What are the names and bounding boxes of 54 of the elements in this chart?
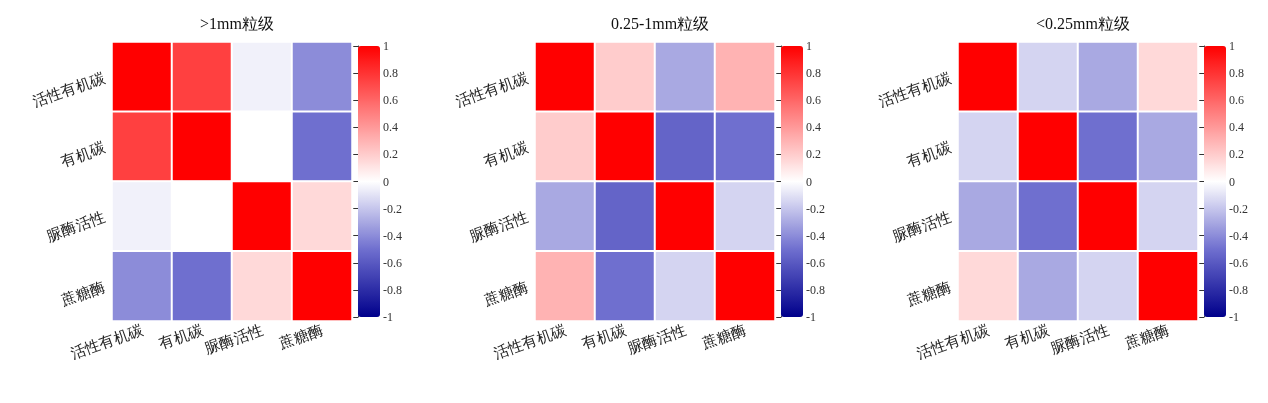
color-bar-label: -0.6 xyxy=(806,255,825,270)
y-tick-label: 蔗糖酶 xyxy=(481,278,530,310)
color-bar-label: 0.8 xyxy=(806,66,821,81)
color-bar-label: 0.4 xyxy=(383,120,398,135)
color-bar-label: -0.8 xyxy=(1229,282,1248,297)
y-tick-label: 有机碳 xyxy=(481,139,530,170)
chart-title: >1mm粒级 xyxy=(200,14,274,32)
color-bar-label: 1 xyxy=(1229,39,1235,53)
color-bar-label: -1 xyxy=(1229,310,1239,324)
color-bar-label: -0.2 xyxy=(1229,201,1248,216)
x-tick-label: 有机碳 xyxy=(156,321,205,352)
color-bar-label: 0.2 xyxy=(806,147,821,162)
color-bar-label: -1 xyxy=(383,310,393,324)
color-bar-label: 0.6 xyxy=(1229,93,1244,108)
color-bar-label: -0.6 xyxy=(383,255,402,270)
color-bar-label: 0.6 xyxy=(806,93,821,108)
color-bar-label: -0.2 xyxy=(383,201,402,216)
y-tick-label: 脲酶活性 xyxy=(890,208,953,245)
color-bar-label: 0 xyxy=(383,174,389,189)
y-tick-label: 有机碳 xyxy=(58,139,107,170)
y-tick-label: 脲酶活性 xyxy=(467,208,530,245)
color-bar-label: -0.8 xyxy=(383,282,402,297)
color-bar-label: 0.4 xyxy=(1229,120,1244,135)
y-tick-label: 有机碳 xyxy=(904,139,953,170)
color-bar-label: -0.8 xyxy=(806,282,825,297)
y-tick-label: 活性有机碳 xyxy=(876,69,953,111)
color-bar-label: 0.2 xyxy=(383,147,398,162)
color-bar-label: 0.6 xyxy=(383,93,398,108)
color-bar-label: -0.4 xyxy=(383,228,402,243)
color-bar-label: 0.8 xyxy=(383,66,398,81)
x-tick-label: 有机碳 xyxy=(1002,321,1051,352)
color-bar-label: 0.2 xyxy=(1229,147,1244,162)
y-tick-label: 活性有机碳 xyxy=(30,69,107,111)
color-bar-label: 0 xyxy=(806,174,812,189)
color-bar-label: 1 xyxy=(806,39,812,53)
color-bar-label: 1 xyxy=(383,39,389,53)
color-bar-label: -0.2 xyxy=(806,201,825,216)
chart-title: <0.25mm粒级 xyxy=(1036,14,1130,32)
y-tick-label: 活性有机碳 xyxy=(453,69,530,111)
color-bar-label: 0 xyxy=(1229,174,1235,189)
x-tick-label: 蔗糖酶 xyxy=(276,321,325,352)
y-tick-label: 脲酶活性 xyxy=(44,208,107,245)
chart-title: 0.25-1mm粒级 xyxy=(610,14,710,32)
x-tick-label: 蔗糖酶 xyxy=(699,321,748,352)
y-tick-label: 蔗糖酶 xyxy=(904,278,953,310)
color-bar-label: -0.4 xyxy=(806,228,825,243)
x-tick-label: 有机碳 xyxy=(579,321,628,352)
x-tick-label: 蔗糖酶 xyxy=(1122,321,1171,352)
color-bar-label: -1 xyxy=(806,310,816,324)
color-bar-label: -0.6 xyxy=(1229,255,1248,270)
color-bar-label: -0.4 xyxy=(1229,228,1248,243)
y-tick-label: 蔗糖酶 xyxy=(58,278,107,310)
color-bar-label: 0.8 xyxy=(1229,66,1244,81)
color-bar-label: 0.4 xyxy=(806,120,821,135)
